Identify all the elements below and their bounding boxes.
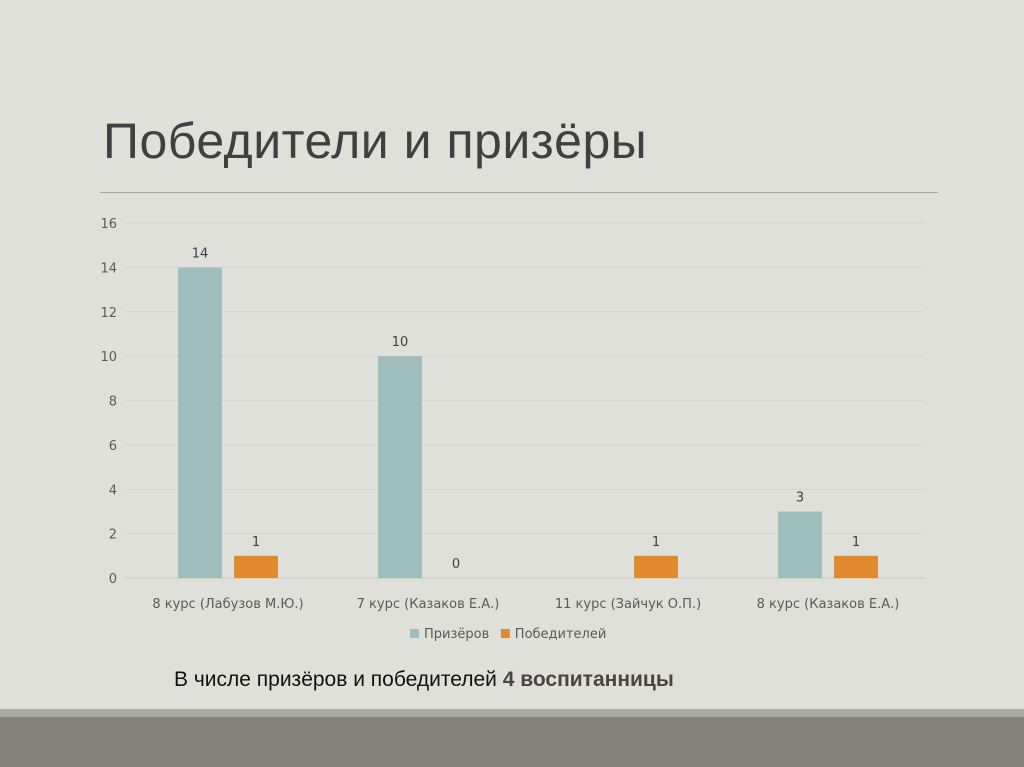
y-tick-label: 12 [100, 306, 117, 321]
bar-winners [834, 555, 878, 578]
y-tick-label: 16 [100, 217, 117, 232]
data-label: 3 [796, 490, 804, 505]
bar-prizers [178, 267, 222, 578]
legend-label: Призёров [424, 627, 489, 642]
y-tick-label: 10 [100, 350, 117, 365]
summary-note: В числе призёров и победителей 4 воспита… [174, 668, 674, 692]
summary-text: В числе призёров и победителей [174, 668, 503, 691]
data-label: 0 [452, 557, 460, 572]
data-label: 1 [252, 535, 260, 550]
summary-highlight: 4 воспитанницы [502, 668, 674, 691]
x-tick-label: 7 курс (Казаков Е.А.) [357, 597, 500, 612]
slide-title: Победители и призёры [103, 113, 648, 169]
x-tick-label: 8 курс (Лабузов М.Ю.) [152, 597, 303, 612]
y-tick-label: 14 [100, 261, 117, 276]
legend-swatch [410, 629, 419, 638]
data-label: 1 [652, 535, 660, 550]
data-label: 1 [852, 535, 860, 550]
y-tick-label: 2 [109, 528, 117, 543]
y-tick-label: 8 [109, 395, 117, 410]
footer-band-dark [0, 717, 1024, 767]
bar-winners [234, 555, 278, 578]
title-divider [100, 192, 938, 193]
legend-label: Победителей [515, 627, 607, 642]
bar-prizers [778, 511, 822, 578]
data-label: 10 [392, 335, 409, 350]
y-tick-label: 4 [109, 483, 117, 498]
y-tick-label: 6 [109, 439, 117, 454]
legend-swatch [500, 629, 510, 638]
footer-band-light [0, 709, 1024, 717]
data-label: 14 [192, 246, 209, 261]
bar-winners [634, 555, 678, 578]
x-tick-label: 8 курс (Казаков Е.А.) [757, 597, 900, 612]
x-tick-label: 11 курс (Зайчук О.П.) [555, 597, 701, 612]
y-tick-label: 0 [109, 572, 117, 587]
bar-prizers [378, 356, 422, 578]
